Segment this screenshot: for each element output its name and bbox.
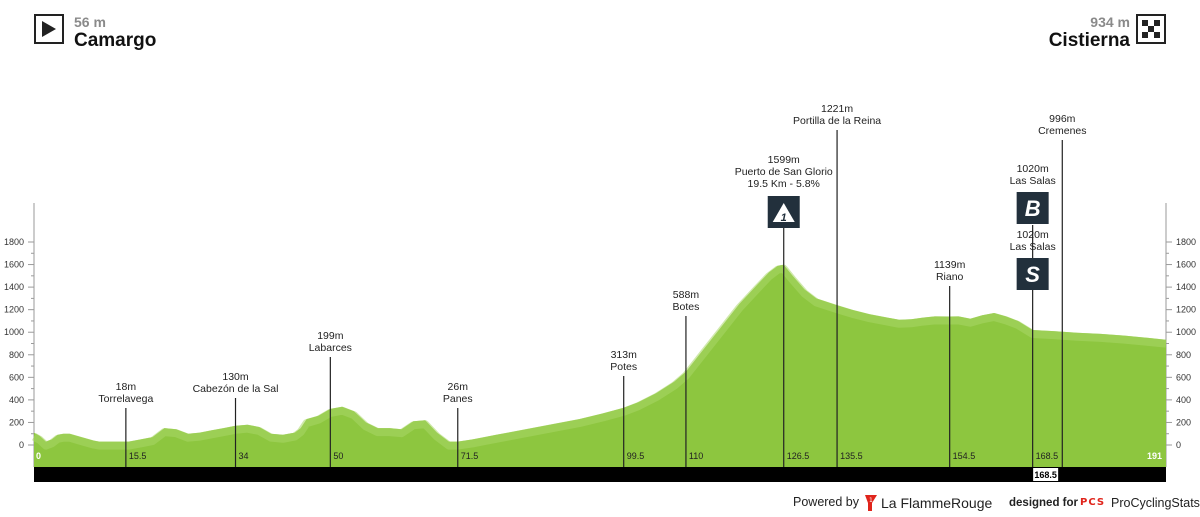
y-tick-label-left: 200 (9, 417, 24, 427)
y-tick-label-right: 1800 (1176, 237, 1196, 247)
annotation-altitude: 18m (116, 381, 137, 393)
start-name: Camargo (74, 30, 157, 51)
annotation-altitude: 199m (317, 330, 344, 342)
x-tick-label: 135.5 (840, 451, 863, 461)
annotation-name: Labarces (309, 342, 352, 354)
flamme-rouge-logo-icon: 1 (863, 494, 879, 517)
annotation-name: Torrelavega (98, 393, 153, 405)
badge-box (1016, 192, 1049, 224)
y-tick-label-right: 0 (1176, 440, 1181, 450)
distance-bar (34, 467, 1166, 482)
y-tick-label-left: 0 (19, 440, 24, 450)
powered-by-label: Powered by (793, 495, 860, 509)
annotation-name: Panes (443, 393, 473, 405)
finish-altitude: 934 m (1090, 14, 1130, 30)
y-tick-label-left: 1800 (4, 237, 24, 247)
y-tick-label-right: 400 (1176, 395, 1191, 405)
y-tick-label-right: 1600 (1176, 260, 1196, 270)
annotation-altitude: 313m (611, 349, 638, 361)
x-tick-label: 168.5 (1036, 451, 1059, 461)
finish-name: Cistierna (1048, 30, 1130, 51)
annotation-extra: 19.5 Km - 5.8% (748, 178, 820, 190)
y-tick-label-left: 400 (9, 395, 24, 405)
finish-flag-icon (1136, 14, 1166, 44)
start-play-icon (34, 14, 64, 44)
x-tick-label: 110 (689, 451, 703, 461)
bar-marker-label: 168.5 (1034, 470, 1057, 480)
profile-ridge (32, 264, 1167, 450)
x-tick-label: 99.5 (627, 451, 645, 461)
badge-label: S (1025, 262, 1040, 287)
annotation-altitude: 130m (222, 371, 249, 383)
svg-text:1: 1 (869, 497, 873, 504)
annotation-name: Potes (610, 361, 637, 373)
annotation-altitude: 588m (673, 289, 700, 301)
finish-info: 934 m Cistierna (1049, 14, 1130, 52)
badge-B: B (1016, 192, 1049, 224)
y-tick-label-left: 1600 (4, 260, 24, 270)
annotation-name: Cremenes (1038, 125, 1086, 137)
elevation-profile-chart: 0200400600800100012001400160018000200400… (4, 103, 1196, 482)
annotation-altitude: 1599m (768, 154, 800, 166)
x-tick-label: 50 (333, 451, 343, 461)
flamme-rouge-name: La FlammeRouge (881, 495, 993, 511)
y-tick-label-right: 600 (1176, 372, 1191, 382)
x-tick-label: 154.5 (953, 451, 976, 461)
x-tick-label: 34 (239, 451, 249, 461)
y-tick-label-left: 800 (9, 350, 24, 360)
badge-label: 1 (781, 212, 787, 224)
annotation-altitude: 996m (1049, 113, 1076, 125)
start-info: 56 m Camargo (74, 14, 156, 52)
y-tick-label-right: 1000 (1176, 327, 1196, 337)
x-tick-label: 126.5 (787, 451, 810, 461)
annotation-altitude: 26m (448, 381, 469, 393)
annotation-name: Puerto de San Glorio (735, 166, 833, 178)
designed-for-label: designed for (1009, 497, 1079, 509)
y-tick-label-right: 200 (1176, 417, 1191, 427)
start-altitude: 56 m (74, 14, 106, 30)
pcs-logo: PCS (1080, 497, 1106, 508)
x-tick-label: 0 (36, 451, 41, 461)
y-tick-label-right: 800 (1176, 350, 1191, 360)
annotation-altitude: 1020m (1017, 229, 1049, 241)
annotation-name: Las Salas (1010, 241, 1056, 253)
y-tick-label-left: 1400 (4, 282, 24, 292)
x-tick-label: 15.5 (129, 451, 147, 461)
bar-marker-box (1032, 467, 1060, 482)
badge-label: B (1025, 196, 1041, 221)
x-tick-label: 71.5 (461, 451, 479, 461)
annotation-name: Las Salas (1010, 175, 1056, 187)
y-tick-label-right: 1400 (1176, 282, 1196, 292)
x-tick-label: 191 (1147, 451, 1162, 461)
annotation-altitude: 1020m (1017, 163, 1049, 175)
y-tick-label-left: 600 (9, 372, 24, 382)
annotation-altitude: 1221m (821, 103, 853, 115)
annotation-name: Portilla de la Reina (793, 115, 881, 127)
badge-1: 1 (767, 196, 800, 228)
badge-box (1016, 258, 1049, 290)
mountain-icon (772, 203, 795, 222)
y-tick-label-right: 1200 (1176, 305, 1196, 315)
annotation-name: Riano (936, 271, 964, 283)
badge-S: S (1016, 258, 1049, 290)
y-tick-label-left: 1000 (4, 327, 24, 337)
procyclingstats-name: ProCyclingStats (1111, 496, 1200, 510)
annotation-name: Cabezón de la Sal (193, 383, 279, 395)
annotation-altitude: 1139m (934, 259, 966, 271)
annotation-name: Botes (673, 301, 700, 313)
y-tick-label-left: 1200 (4, 305, 24, 315)
